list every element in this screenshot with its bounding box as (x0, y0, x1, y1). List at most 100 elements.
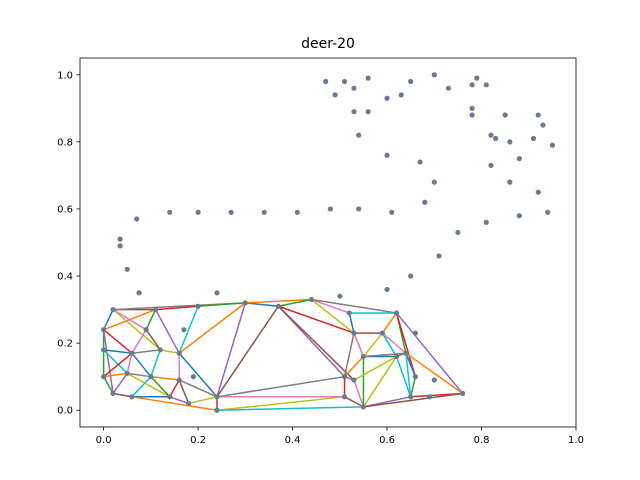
data-point (308, 296, 315, 303)
triangulation-edge (178, 379, 190, 404)
data-point (143, 327, 149, 333)
data-point (483, 219, 489, 225)
triangulation-edge (112, 309, 161, 351)
data-point (134, 216, 140, 222)
data-point (152, 306, 159, 313)
data-point (540, 122, 546, 128)
triangulation-edge (112, 392, 133, 398)
triangulation-edge (405, 353, 412, 397)
triangulation-edge (103, 349, 128, 374)
data-point (389, 209, 395, 215)
triangulation-edge (131, 329, 147, 354)
triangulation-edge (102, 309, 114, 331)
triangulation-edge (112, 372, 128, 394)
data-point (360, 404, 367, 410)
data-point (148, 374, 154, 380)
data-point (545, 209, 551, 215)
data-point (157, 347, 163, 353)
triangulation-edge (311, 298, 355, 334)
data-point (351, 330, 357, 336)
data-point (488, 132, 494, 138)
data-point (488, 162, 494, 168)
y-tick-label: 1.0 (57, 70, 73, 81)
segments-layer (102, 298, 464, 411)
triangulation-edge (405, 352, 417, 377)
data-point (412, 374, 418, 380)
x-tick-label: 0.6 (379, 435, 395, 446)
data-point (261, 209, 267, 215)
data-point (181, 327, 187, 333)
data-point (341, 374, 348, 380)
data-point (436, 253, 442, 259)
data-point (365, 75, 371, 81)
triangulation-edge (363, 392, 463, 408)
y-tick-label: 0.4 (57, 272, 73, 283)
triangulation-edge (278, 305, 355, 334)
data-point (535, 189, 541, 195)
data-point (167, 394, 173, 400)
data-point (214, 407, 220, 413)
data-point (356, 206, 362, 212)
triangulation-edge (131, 376, 152, 398)
triangulation-edge (216, 406, 364, 411)
triangulation-edge (150, 376, 171, 398)
triangulation-edge (126, 372, 171, 398)
triangulation-edge (278, 298, 312, 307)
triangulation-edge (178, 302, 246, 354)
data-point (294, 209, 300, 215)
data-point (360, 353, 367, 360)
triangulation-edge (169, 379, 180, 398)
triangulation-edge (102, 329, 114, 394)
triangulation-edge (160, 349, 180, 354)
data-point (445, 85, 452, 91)
y-tick-label: 0.8 (57, 137, 73, 148)
x-tick-label: 0.0 (96, 435, 112, 446)
data-point (101, 327, 107, 333)
triangulation-edge (216, 396, 345, 411)
x-tick-label: 0.2 (190, 435, 206, 446)
triangulation-edge (150, 375, 180, 381)
data-point (346, 310, 352, 316)
triangulation-edge (344, 396, 364, 408)
triangulation-edge (381, 332, 407, 354)
data-point (455, 229, 461, 236)
data-point (327, 206, 333, 212)
triangulation-edge (145, 309, 157, 331)
data-point (502, 112, 508, 118)
data-point (417, 159, 423, 165)
triangulation-edge (155, 305, 199, 311)
data-point (469, 105, 475, 111)
plot-frame (79, 57, 577, 428)
data-point (384, 95, 390, 101)
triangulation-edge (395, 312, 417, 377)
data-point (403, 350, 409, 356)
data-point (195, 303, 201, 309)
data-point (384, 286, 390, 293)
data-point (408, 394, 414, 400)
data-point (422, 199, 428, 205)
data-point (431, 72, 437, 78)
data-point (469, 112, 475, 118)
triangulation-edge (131, 396, 218, 411)
data-point (408, 78, 414, 85)
data-point (431, 179, 437, 185)
triangulation-edge (405, 352, 464, 395)
triangulation-edge (112, 308, 147, 331)
triangulation-edge (198, 302, 246, 307)
triangulation-edge (178, 305, 199, 354)
data-point (190, 374, 196, 380)
triangulation-edge (277, 305, 355, 381)
data-point (323, 78, 329, 85)
triangulation-edge (311, 298, 397, 314)
triangulation-edge (145, 329, 161, 351)
data-point (341, 394, 348, 400)
x-tick-label: 1.0 (568, 435, 584, 446)
data-point (493, 135, 499, 142)
data-point (351, 377, 357, 383)
triangulation-edge (169, 396, 189, 405)
triangulation-edge (103, 372, 128, 378)
triangulation-edge (245, 298, 312, 304)
triangulation-edge (103, 329, 133, 354)
y-tick-label: 0.6 (57, 204, 73, 215)
data-point (337, 293, 343, 299)
